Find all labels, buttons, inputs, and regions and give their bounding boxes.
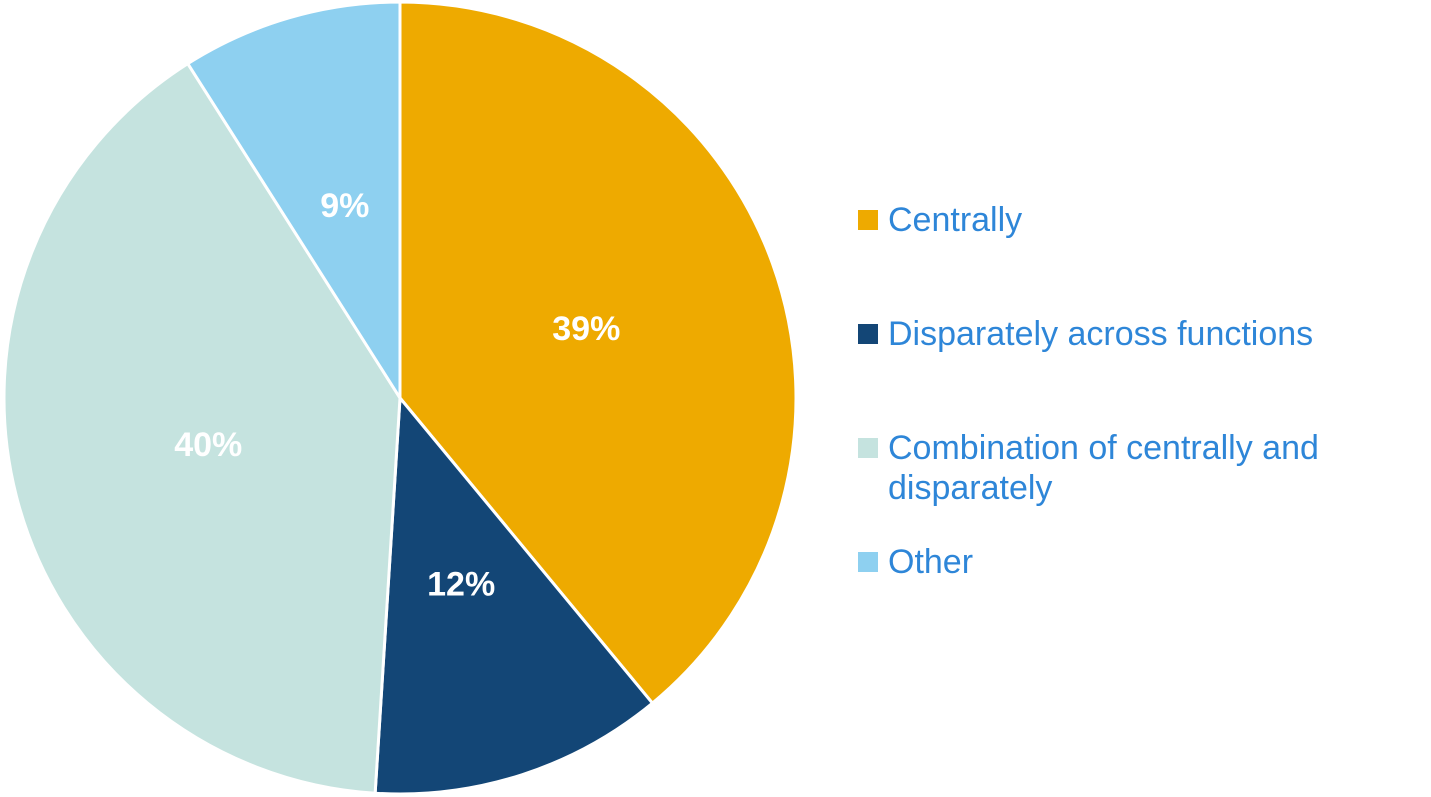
legend-swatch	[858, 438, 878, 458]
pie-slice	[398, 0, 798, 706]
legend-swatch	[858, 210, 878, 230]
legend-entry: Centrally	[858, 200, 1428, 276]
legend-entry: Other	[858, 542, 1428, 618]
pie-slice	[2, 61, 402, 795]
legend-entry: Combination of centrally and disparately	[858, 428, 1428, 507]
legend: Centrally Disparately across functions Com…	[858, 200, 1428, 656]
legend-swatch	[858, 552, 878, 572]
data-label: 9%	[320, 187, 369, 225]
legend-label: Combination of centrally and disparately	[888, 429, 1319, 507]
data-label: 40%	[174, 426, 242, 464]
legend-label: Other	[888, 543, 974, 581]
pie-slice	[185, 0, 402, 404]
pie-slice	[373, 394, 655, 796]
legend-swatch	[858, 324, 878, 344]
legend-label: Centrally	[888, 201, 1023, 239]
data-label: 39%	[552, 310, 620, 348]
data-label: 12%	[427, 565, 495, 603]
legend-label: Disparately across functions	[888, 315, 1314, 353]
legend-entry: Disparately across functions	[858, 314, 1428, 390]
